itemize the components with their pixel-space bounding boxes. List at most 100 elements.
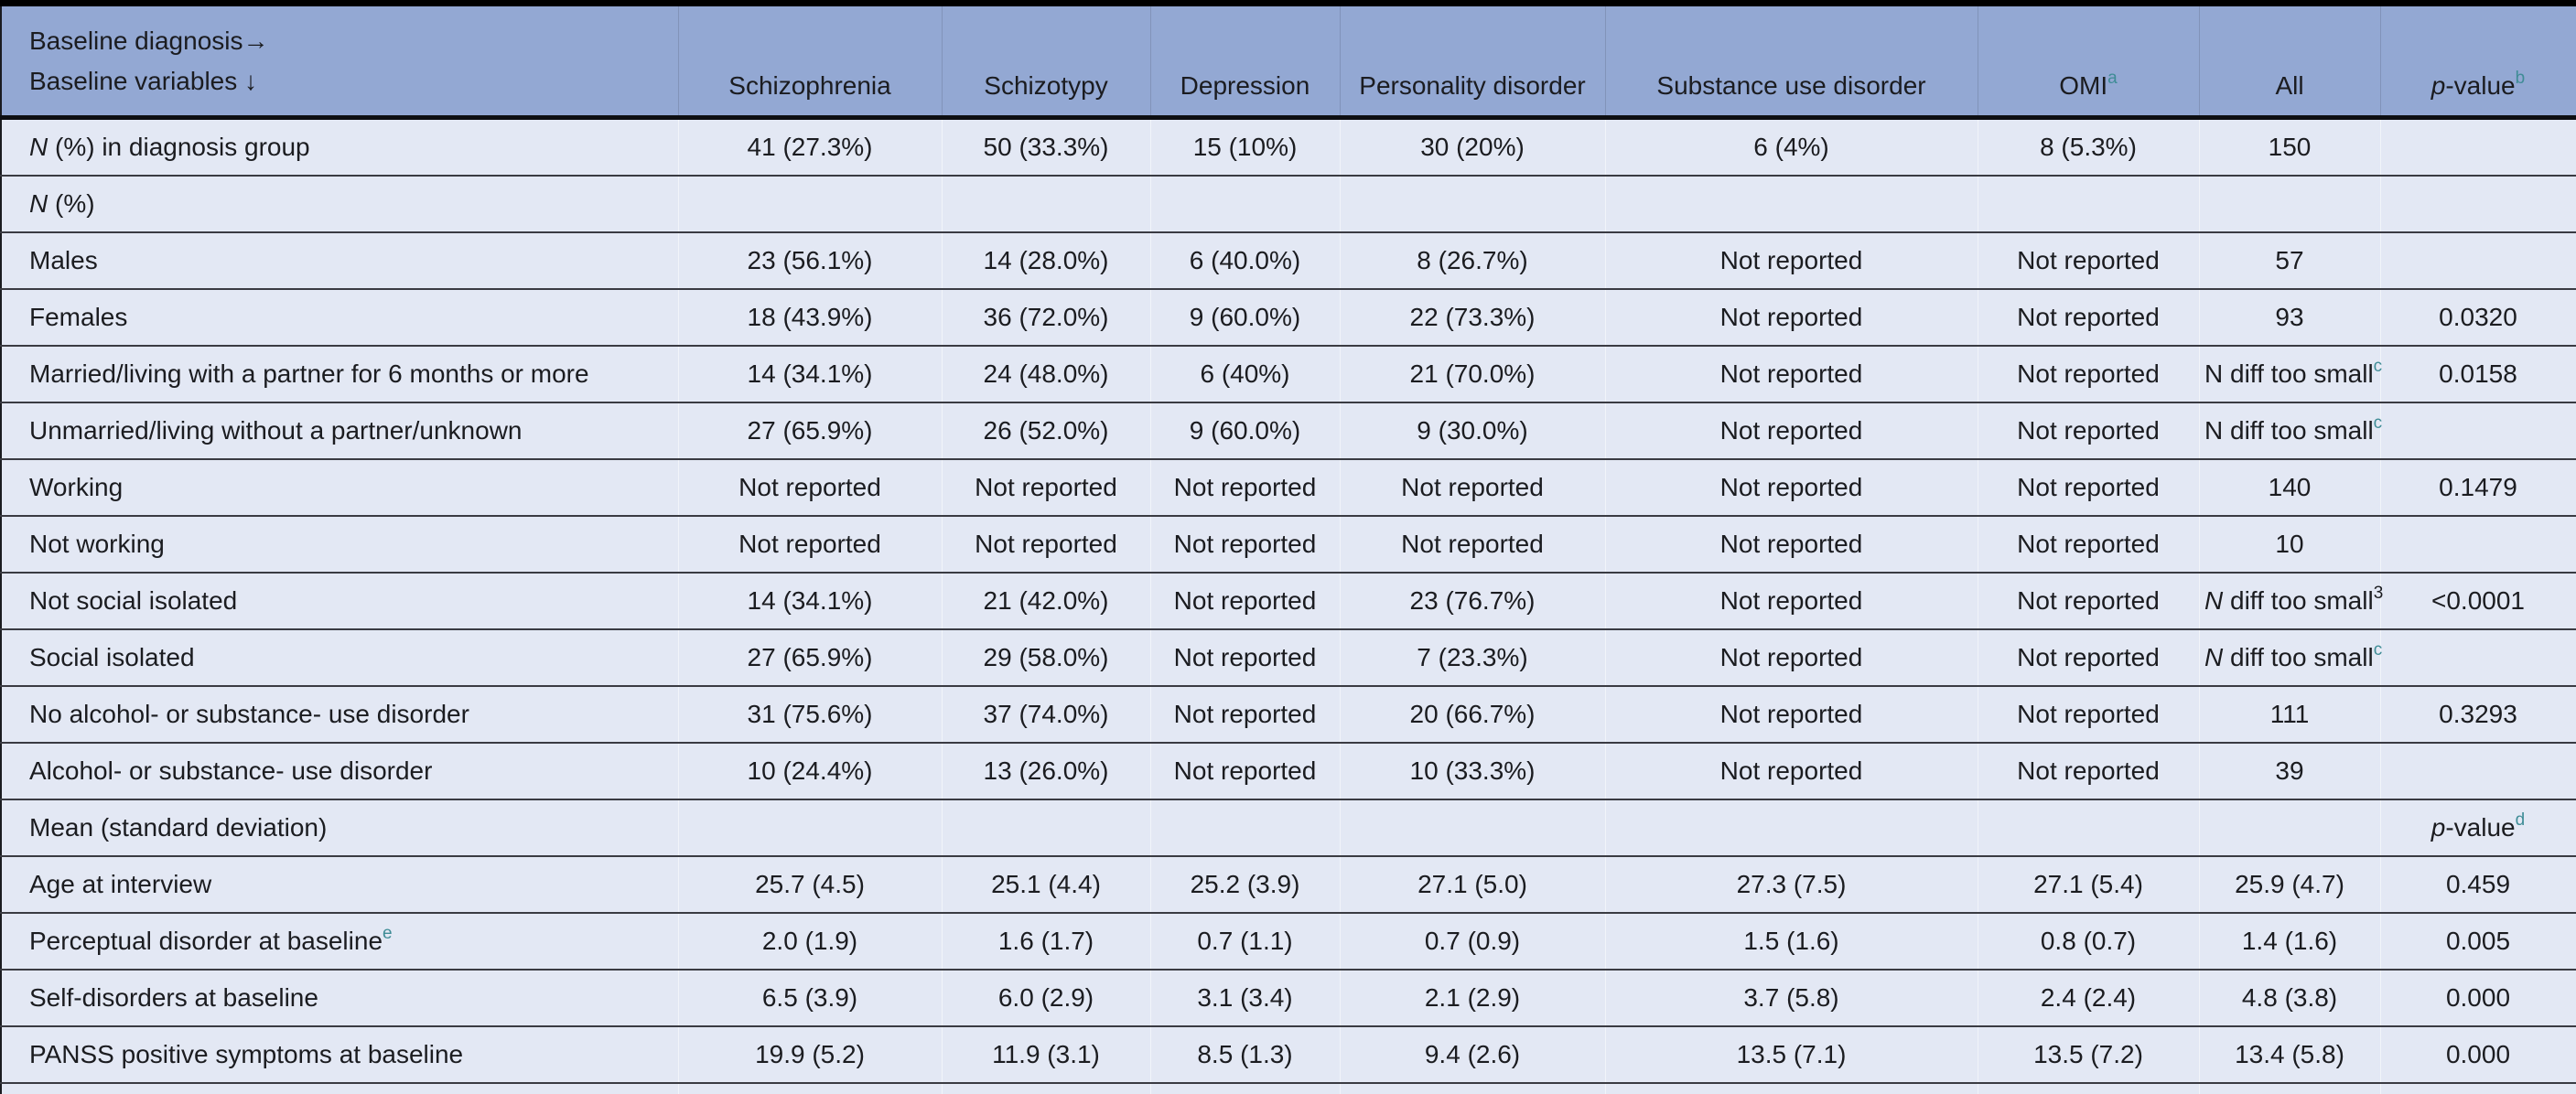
value-cell: 27 (65.9%) <box>678 628 942 686</box>
value-cell <box>2380 628 2576 686</box>
value-cell: 0.7 (0.9) <box>1340 912 1605 970</box>
value-cell: Not reported <box>1978 515 2199 573</box>
table-row: Not working Not reported Not reported Not r… <box>1 515 2576 573</box>
value-cell: Not reported <box>1978 742 2199 799</box>
value-cell <box>2380 175 2576 232</box>
value-cell: Not reported <box>1150 628 1340 686</box>
value-cell: 0.005 <box>2380 912 2576 970</box>
value-cell: Not reported <box>1978 628 2199 686</box>
value-cell: Not reported <box>1605 515 1978 573</box>
table-header: Baseline diagnosis→ Baseline variables ↓ S… <box>1 3 2576 120</box>
value-cell: 14 (34.1%) <box>678 572 942 629</box>
value-cell: 0.000 <box>2380 1025 2576 1083</box>
value-cell: 0.8 (0.7) <box>1978 912 2199 970</box>
value-cell: 1.5 (1.6) <box>1605 912 1978 970</box>
value-cell: Not reported <box>1340 458 1605 516</box>
value-cell: Not reported <box>942 458 1150 516</box>
value-cell: 18.5 (5.6) <box>678 1082 942 1094</box>
value-cell <box>2199 175 2380 232</box>
footnote-marker: b <box>2515 68 2526 88</box>
table-row: Age at interview 25.7 (4.5) 25.1 (4.4) 25.2… <box>1 855 2576 913</box>
table-row: Perceptual disorder at baselinee 2.0 (1.9… <box>1 912 2576 970</box>
value-cell <box>2199 799 2380 856</box>
value-cell: Not reported <box>1978 685 2199 743</box>
value-cell: Not reported <box>1605 742 1978 799</box>
value-cell <box>2380 402 2576 459</box>
row-label-cell: Working <box>1 458 678 516</box>
column-header-cell: Depression <box>1150 3 1340 120</box>
value-cell: N diff too smallc <box>2199 345 2382 402</box>
value-cell: 1.4 (1.6) <box>2199 912 2380 970</box>
value-cell: 93 <box>2199 288 2380 346</box>
value-cell: 11.7 (4.5) <box>1150 1082 1340 1094</box>
value-cell <box>2380 742 2576 799</box>
row-label-cell: Married/living with a partner for 6 mont… <box>1 345 678 402</box>
value-cell: Not reported <box>1605 458 1978 516</box>
table-row: Social isolated 27 (65.9%) 29 (58.0%) Not r… <box>1 628 2576 686</box>
row-label-cell: Not working <box>1 515 678 573</box>
row-label-cell: Self-disorders at baseline <box>1 969 678 1026</box>
value-cell: 9.1 (2.2) <box>1340 1082 1605 1094</box>
corner-header-cell: Baseline diagnosis→ Baseline variables ↓ <box>1 3 678 120</box>
row-label-cell: Age at interview <box>1 855 678 913</box>
row-label-cell: PANSS negative symptoms at baseline <box>1 1082 678 1094</box>
value-cell: 111 <box>2199 685 2380 743</box>
value-cell <box>2380 515 2576 573</box>
value-cell <box>2380 231 2576 289</box>
value-cell: 6.0 (2.9) <box>942 969 1150 1026</box>
value-cell: 10.3 (2.9) <box>1978 1082 2199 1094</box>
column-header-cell: All <box>2199 3 2380 120</box>
value-cell: Not reported <box>1978 288 2199 346</box>
column-header-cell: Schizotypy <box>942 3 1150 120</box>
value-cell: <0.0001 <box>2380 572 2576 629</box>
value-cell: 0.7 (1.1) <box>1150 912 1340 970</box>
table-body: N (%) in diagnosis group 41 (27.3%) 50 (33… <box>1 117 2576 1094</box>
column-header-cell: p-valueb <box>2380 3 2576 120</box>
value-cell: 0.0320 <box>2380 288 2576 346</box>
value-cell: 0.000 <box>2380 969 2576 1026</box>
footnote-marker: a <box>2107 68 2118 88</box>
value-cell: Not reported <box>1605 231 1978 289</box>
value-cell <box>1978 799 2199 856</box>
value-cell: 27.1 (5.4) <box>1978 855 2199 913</box>
row-label-cell: Mean (standard deviation) <box>1 799 678 856</box>
row-label-cell: PANSS positive symptoms at baseline <box>1 1025 678 1083</box>
value-cell: 6 (40%) <box>1150 345 1340 402</box>
value-cell: 13 (26.0%) <box>942 742 1150 799</box>
value-cell: 23 (76.7%) <box>1340 572 1605 629</box>
table-row: Alcohol- or substance- use disorder 10 (2… <box>1 742 2576 799</box>
value-cell: Not reported <box>1150 458 1340 516</box>
value-cell <box>1150 175 1340 232</box>
table-row: PANSS negative symptoms at baseline18.5 … <box>1 1082 2576 1094</box>
value-cell: 9 (60.0%) <box>1150 402 1340 459</box>
value-cell: 25.2 (3.9) <box>1150 855 1340 913</box>
value-cell <box>1340 799 1605 856</box>
value-cell: 21 (70.0%) <box>1340 345 1605 402</box>
value-cell: 15 (10%) <box>1150 117 1340 176</box>
value-cell <box>1605 799 1978 856</box>
value-cell: 25.7 (4.5) <box>678 855 942 913</box>
column-header-cell: OMIa <box>1978 3 2199 120</box>
value-cell: 10 (33.3%) <box>1340 742 1605 799</box>
value-cell: 14 (34.1%) <box>678 345 942 402</box>
value-cell: 14 (28.0%) <box>942 231 1150 289</box>
row-label-cell: N (%) in diagnosis group <box>1 117 678 176</box>
value-cell: 150 <box>2199 117 2380 176</box>
value-cell: 21 (42.0%) <box>942 572 1150 629</box>
column-header-cell: Personality disorder <box>1340 3 1605 120</box>
row-label-cell: N (%) <box>1 175 678 232</box>
row-label-cell: Males <box>1 231 678 289</box>
value-cell: 27 (65.9%) <box>678 402 942 459</box>
row-label-cell: Unmarried/living without a partner/unkno… <box>1 402 678 459</box>
value-cell: 13.4 (5.5) <box>2199 1082 2380 1094</box>
value-cell: 8 (26.7%) <box>1340 231 1605 289</box>
value-cell: Not reported <box>1605 572 1978 629</box>
value-cell: 7 (23.3%) <box>1340 628 1605 686</box>
value-cell: 39 <box>2199 742 2380 799</box>
value-cell: 3.7 (5.8) <box>1605 969 1978 1026</box>
value-cell: 20 (66.7%) <box>1340 685 1605 743</box>
value-cell: 11.9 (3.1) <box>942 1025 1150 1083</box>
header-row: Baseline diagnosis→ Baseline variables ↓ S… <box>1 3 2576 120</box>
value-cell: Not reported <box>1150 572 1340 629</box>
